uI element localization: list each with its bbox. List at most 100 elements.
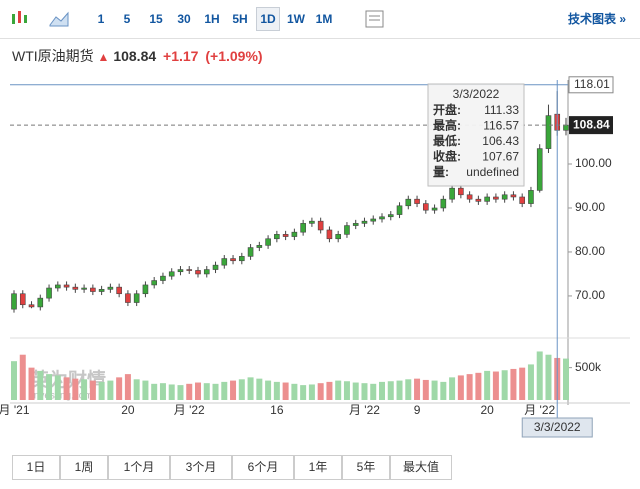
x-tick-label: 20: [121, 403, 135, 417]
candle-body: [55, 284, 61, 289]
crosshair-date-label: 3/3/2022: [534, 420, 581, 434]
interval-button[interactable]: 1W: [287, 12, 305, 26]
volume-bar: [370, 383, 377, 400]
candle-body: [309, 220, 315, 224]
x-tick-label: 月 '22: [174, 403, 205, 417]
volume-bar: [387, 381, 394, 400]
interval-button[interactable]: 1D: [256, 7, 280, 31]
settings-icon[interactable]: [363, 0, 387, 38]
candle-body: [414, 198, 420, 204]
interval-button[interactable]: 30: [177, 12, 191, 26]
candle-body: [501, 194, 508, 200]
volume-bar: [492, 371, 499, 400]
volume-bar: [221, 381, 228, 400]
interval-button[interactable]: 1M: [315, 12, 333, 26]
candle-body: [423, 203, 429, 211]
volume-bar: [361, 383, 368, 400]
candle-body: [125, 293, 131, 303]
range-button[interactable]: 最大值: [390, 455, 452, 480]
interval-button[interactable]: 1: [97, 12, 105, 26]
tooltip-value: undefined: [466, 165, 519, 179]
up-arrow: ▲: [97, 50, 110, 64]
candle-body: [361, 220, 368, 224]
volume-bar: [116, 377, 123, 400]
candle-body: [151, 280, 157, 286]
volume-bar: [142, 380, 149, 400]
candle-icon[interactable]: [8, 0, 48, 38]
candle-body: [536, 148, 543, 191]
candle-body: [352, 223, 359, 226]
instrument-name: WTI原油期货: [12, 48, 94, 64]
volume-bar: [11, 361, 17, 400]
x-tick-label: 9: [414, 403, 421, 417]
volume-bar: [265, 380, 272, 400]
volume-bar: [98, 381, 105, 400]
candle-body: [90, 287, 96, 292]
toolbar: 1 5 15 30 1H 5H 1D 1W 1M 技术图表 »: [0, 0, 640, 39]
y-tick-label: 100.00: [575, 156, 612, 170]
range-button[interactable]: 5年: [342, 455, 390, 480]
tooltip-label: 最低:: [433, 133, 461, 148]
volume-bar: [54, 375, 61, 400]
candle-body: [335, 234, 341, 240]
tooltip-label: 开盘:: [433, 102, 461, 117]
volume-bar: [19, 354, 26, 400]
candle-body: [168, 271, 175, 277]
tooltip-value: 116.57: [483, 119, 519, 133]
volume-bar: [527, 364, 534, 400]
candle-body: [510, 194, 517, 198]
interval-button[interactable]: 1H: [204, 12, 220, 26]
tooltip-label: 最高:: [433, 118, 461, 133]
volume-bar: [414, 378, 421, 400]
candle-body: [195, 270, 201, 275]
range-button[interactable]: 1周: [60, 455, 108, 480]
area-icon[interactable]: [48, 0, 72, 38]
volume-bar: [124, 374, 131, 400]
volume-bar: [431, 380, 438, 400]
tooltip-value: 106.43: [482, 134, 519, 148]
candle-body: [528, 190, 534, 204]
candle-body: [282, 234, 289, 237]
candle-body: [466, 194, 473, 200]
last-price-box: [569, 116, 613, 135]
candle-body: [396, 205, 403, 215]
volume-bar: [343, 381, 350, 400]
volume-bar: [133, 379, 140, 400]
volume-bar: [247, 377, 254, 400]
volume-bar: [326, 381, 333, 400]
volume-bar: [352, 382, 359, 400]
candle-body: [221, 258, 228, 266]
volume-bar: [63, 377, 70, 400]
tooltip-value: 107.67: [482, 150, 519, 164]
interval-button[interactable]: 15: [149, 12, 163, 26]
volume-bar: [89, 380, 96, 400]
candle-body: [142, 284, 149, 295]
volume-bar: [308, 384, 315, 400]
candle-body: [19, 293, 26, 306]
crosshair-date-box: [521, 417, 593, 438]
volume-bar: [195, 382, 201, 400]
candle-body: [379, 216, 385, 220]
y-tick-label: 80.00: [575, 244, 605, 258]
interval-button[interactable]: 5: [123, 12, 131, 26]
interval-button[interactable]: 5H: [232, 12, 248, 26]
range-button[interactable]: 1日: [12, 455, 60, 480]
volume-bar: [519, 367, 526, 400]
volume-bar: [238, 379, 245, 400]
volume-bar: [37, 370, 44, 400]
x-tick-label: 月 '21: [0, 403, 30, 417]
volume-bar: [230, 380, 237, 400]
range-button[interactable]: 1年: [294, 455, 342, 480]
candle-body: [484, 196, 490, 202]
candle-body: [449, 187, 455, 200]
volume-bar: [449, 377, 456, 400]
candle-body: [344, 225, 350, 235]
range-button[interactable]: 6个月: [232, 455, 294, 480]
volume-bar: [159, 383, 166, 400]
x-tick-label: 月 '22: [524, 403, 555, 417]
candle-body: [133, 293, 140, 303]
range-button[interactable]: 1个月: [108, 455, 170, 480]
technical-link[interactable]: 技术图表 »: [567, 12, 626, 26]
range-button[interactable]: 3个月: [170, 455, 232, 480]
